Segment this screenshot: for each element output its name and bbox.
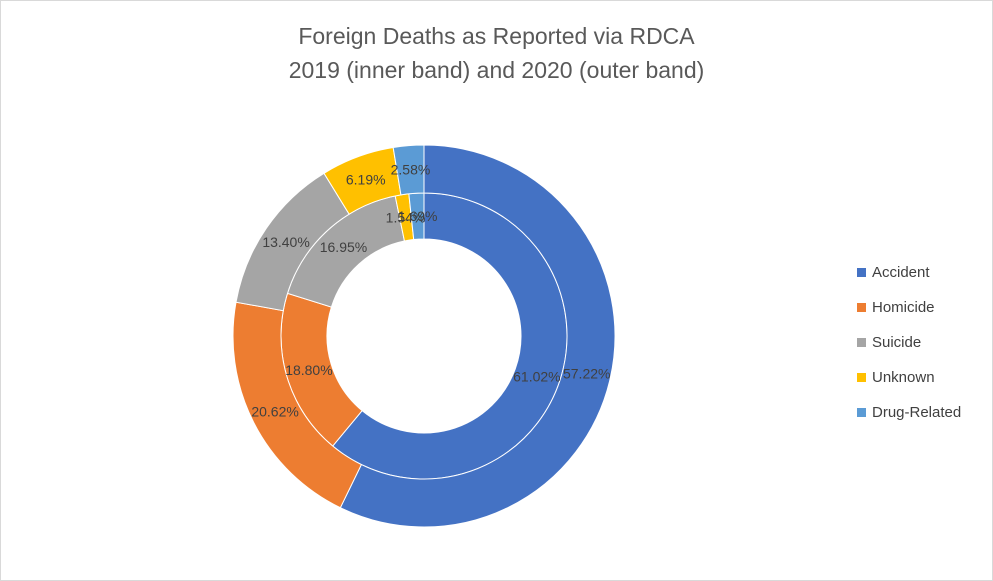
outer-label-drug-related: 2.58%: [391, 162, 431, 178]
legend-item-drug-related: Drug-Related: [857, 395, 961, 430]
legend-swatch: [857, 338, 866, 347]
chart-title-line1: Foreign Deaths as Reported via RDCA: [298, 23, 695, 49]
legend-swatch: [857, 408, 866, 417]
inner-label-drug-related: 1.69%: [398, 208, 438, 224]
chart-subtitle: 2019 (inner band) and 2020 (outer band): [288, 57, 705, 83]
legend-label: Suicide: [872, 334, 922, 351]
outer-label-unknown: 6.19%: [346, 172, 386, 188]
outer-label-accident: 57.22%: [563, 366, 610, 382]
legend-label: Accident: [872, 264, 930, 281]
legend-item-accident: Accident: [857, 255, 961, 290]
legend-item-unknown: Unknown: [857, 360, 961, 395]
outer-slice-accident[interactable]: [339, 144, 616, 528]
legend-swatch: [857, 268, 866, 277]
outer-label-suicide: 13.40%: [262, 234, 309, 250]
inner-label-unknown: 1.54%: [386, 209, 426, 225]
inner-label-homicide: 18.80%: [285, 362, 332, 378]
inner-label-accident: 61.02%: [513, 369, 560, 385]
legend-label: Drug-Related: [872, 404, 962, 421]
chart-legend: Accident Homicide Suicide Unknown Drug-Relat…: [857, 255, 961, 430]
legend-swatch: [857, 373, 866, 382]
chart-title: Foreign Deaths as Reported via RDCA 2019…: [1, 19, 992, 87]
legend-label: Homicide: [872, 299, 935, 316]
inner-label-suicide: 16.95%: [320, 239, 367, 255]
legend-label: Unknown: [872, 369, 935, 386]
legend-item-suicide: Suicide: [857, 325, 961, 360]
legend-swatch: [857, 303, 866, 312]
legend-item-homicide: Homicide: [857, 290, 961, 325]
outer-slice-drug-related[interactable]: [392, 144, 425, 196]
outer-label-homicide: 20.62%: [251, 404, 298, 420]
